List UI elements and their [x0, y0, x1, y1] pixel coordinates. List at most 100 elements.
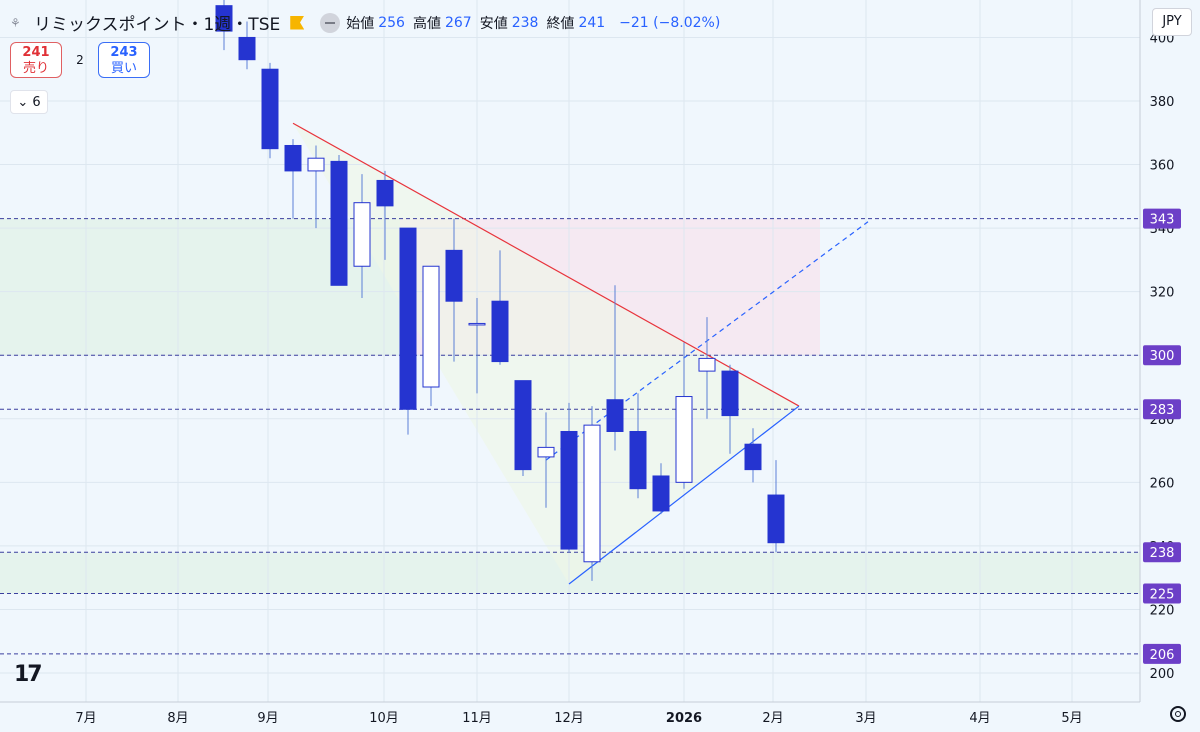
buy-button[interactable]: 243 買い — [98, 42, 150, 78]
ohlc-values: 始値 256 高値 267 安値 238 終値 241 −21 (−8.02%) — [346, 13, 720, 33]
change-value: −21 (−8.02%) — [619, 14, 721, 31]
trade-panel: 241 売り 2 243 買い — [10, 42, 150, 78]
price-label-bg — [1143, 345, 1181, 366]
candle-20 — [675, 342, 693, 489]
candle-body — [537, 446, 555, 458]
candle-body — [238, 36, 256, 61]
x-tick-label-6: 2026 — [666, 711, 702, 726]
price-label-bg — [1143, 208, 1181, 229]
candle-3 — [284, 139, 302, 219]
candle-body — [399, 227, 417, 410]
candle-10 — [445, 218, 463, 362]
x-tick-label-3: 10月 — [369, 711, 399, 726]
candle-5 — [330, 155, 348, 286]
high-label: 高値 — [412, 15, 441, 32]
price-label-0: 343 — [1143, 208, 1181, 229]
candle-11 — [468, 298, 486, 394]
candle-body — [744, 443, 762, 471]
candle-body — [353, 202, 371, 267]
candle-19 — [652, 463, 670, 515]
candle-9 — [422, 265, 440, 407]
candle-22 — [721, 364, 739, 454]
candle-body — [606, 399, 624, 432]
price-label-text: 283 — [1150, 403, 1175, 418]
high-value: 267 — [444, 14, 472, 31]
tradingview-logo-icon: 17 — [14, 662, 43, 687]
candle-body — [698, 357, 716, 372]
candle-17 — [606, 285, 624, 451]
candle-21 — [698, 317, 716, 419]
x-tick-label-9: 4月 — [969, 711, 990, 726]
gear-icon[interactable] — [1170, 706, 1186, 722]
candle-0 — [215, 0, 233, 51]
x-tick-label-7: 2月 — [762, 711, 783, 726]
x-tick-label-10: 5月 — [1061, 711, 1082, 726]
candle-body — [376, 179, 394, 207]
candle-body — [721, 370, 739, 417]
candle-body — [675, 396, 693, 483]
y-tick-label-8: 360 — [1150, 159, 1175, 174]
candle-24 — [767, 460, 785, 553]
candle-body — [560, 430, 578, 550]
close-value: 241 — [578, 14, 606, 31]
price-label-text: 206 — [1150, 648, 1175, 663]
low-label: 安値 — [479, 15, 508, 32]
open-value: 256 — [378, 14, 405, 31]
price-label-text: 343 — [1150, 213, 1175, 228]
symbol-logo-icon: ⚘ — [10, 15, 21, 30]
price-label-3: 238 — [1143, 542, 1181, 563]
x-tick-label-5: 12月 — [554, 711, 584, 726]
close-label: 終値 — [546, 15, 575, 32]
price-label-bg — [1143, 542, 1181, 563]
candle-body — [468, 322, 486, 326]
candle-6 — [353, 174, 371, 299]
candle-2 — [261, 62, 279, 159]
sell-button[interactable]: 241 売り — [10, 42, 62, 78]
candle-16 — [583, 406, 601, 581]
visibility-toggle-icon[interactable] — [320, 12, 341, 33]
candle-body — [652, 475, 670, 512]
price-label-2: 283 — [1143, 399, 1181, 420]
price-label-text: 300 — [1150, 349, 1175, 364]
flag-icon[interactable] — [290, 15, 305, 30]
price-label-4: 225 — [1143, 583, 1181, 604]
sell-label: 売り — [22, 61, 49, 76]
price-label-5: 206 — [1143, 643, 1181, 664]
indicators-collapse-button[interactable]: ⌄ 6 — [10, 90, 48, 114]
low-value: 238 — [511, 14, 539, 31]
open-label: 始値 — [346, 15, 375, 32]
y-tick-label-0: 200 — [1150, 667, 1175, 682]
candle-body — [629, 430, 647, 490]
indicator-count: 6 — [32, 94, 41, 110]
x-tick-label-4: 11月 — [462, 711, 492, 726]
x-tick-label-0: 7月 — [75, 711, 96, 726]
candle-body — [215, 5, 233, 32]
candle-1 — [238, 21, 256, 70]
chart-header: ⚘ リミックスポイント・1週・TSE 始値 256 高値 267 安値 238 終値 2… — [10, 10, 720, 35]
candle-12 — [491, 250, 509, 365]
y-tick-label-6: 320 — [1150, 286, 1175, 301]
triangle-fill — [293, 123, 799, 585]
price-label-bg — [1143, 583, 1181, 604]
candle-8 — [399, 227, 417, 435]
candle-13 — [514, 380, 532, 476]
candle-body — [261, 68, 279, 150]
y-tick-label-9: 380 — [1150, 95, 1175, 110]
x-tick-label-1: 8月 — [167, 711, 188, 726]
candle-body — [767, 494, 785, 544]
currency-selector[interactable]: JPY — [1152, 8, 1192, 36]
candle-4 — [307, 145, 325, 229]
candle-23 — [744, 428, 762, 483]
candle-14 — [537, 412, 555, 508]
symbol-title[interactable]: リミックスポイント・1週・TSE — [34, 15, 281, 35]
sell-price: 241 — [22, 45, 50, 60]
price-label-text: 225 — [1150, 588, 1175, 603]
price-label-bg — [1143, 643, 1181, 664]
candle-body — [491, 300, 509, 363]
candle-body — [422, 265, 440, 388]
candle-15 — [560, 402, 578, 553]
candle-body — [514, 380, 532, 471]
price-label-bg — [1143, 399, 1181, 420]
buy-label: 買い — [110, 61, 137, 76]
